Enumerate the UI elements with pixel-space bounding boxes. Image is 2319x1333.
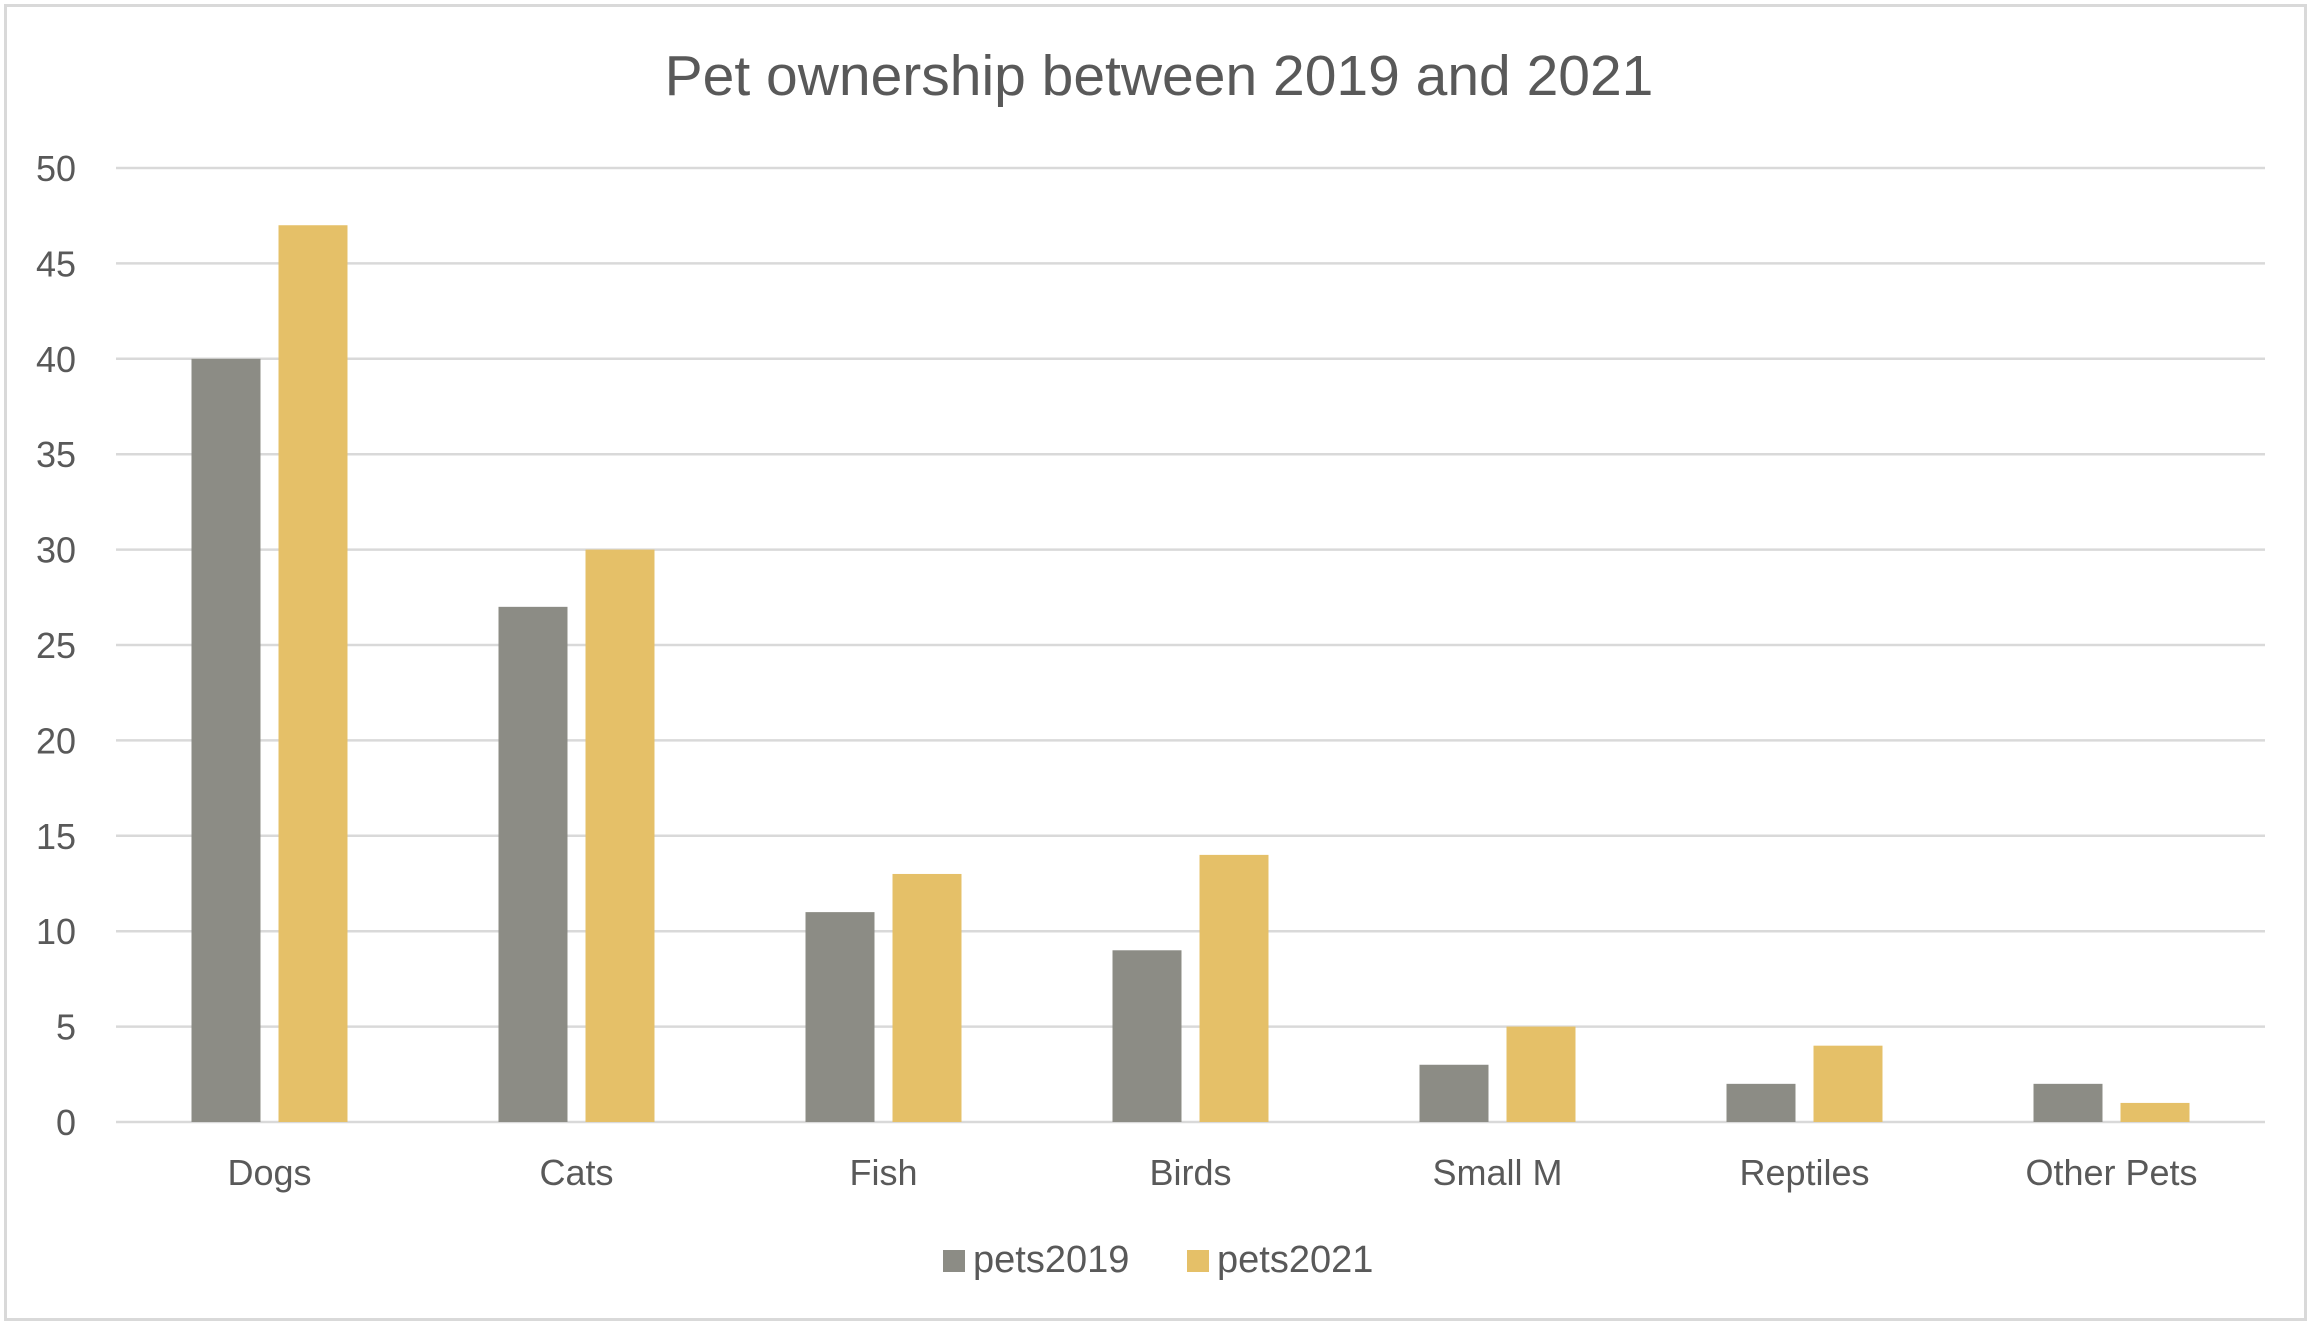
bar-pets2019-birds xyxy=(1112,950,1182,1122)
x-axis-ticks: Dogs Cats Fish Birds Small M Reptiles Other Pe… xyxy=(227,1152,2197,1193)
legend-swatch-pets2021 xyxy=(1187,1250,1209,1272)
bar-pets2019-cats xyxy=(498,606,568,1122)
y-tick-label: 40 xyxy=(36,339,76,380)
y-tick-label: 10 xyxy=(36,911,76,952)
bar-pets2021-small-m xyxy=(1506,1026,1576,1122)
gridlines xyxy=(116,166,2265,1124)
y-tick-label: 50 xyxy=(36,148,76,189)
bar-pets2021-dogs xyxy=(278,225,348,1123)
bar-pets2019-reptiles xyxy=(1726,1083,1796,1122)
x-tick-label: Dogs xyxy=(227,1152,311,1193)
bar-pets2021-reptiles xyxy=(1813,1045,1883,1122)
bar-pets2021-fish xyxy=(892,873,962,1122)
y-tick-label: 35 xyxy=(36,434,76,475)
chart-title: Pet ownership between 2019 and 2021 xyxy=(665,44,1654,108)
y-tick-label: 30 xyxy=(36,530,76,571)
legend-swatch-pets2019 xyxy=(943,1250,965,1272)
x-tick-label: Birds xyxy=(1149,1152,1231,1193)
y-axis-ticks: 0 5 10 15 20 25 30 35 40 45 50 xyxy=(36,148,76,1143)
bar-pets2021-other-pets xyxy=(2120,1102,2190,1122)
y-tick-label: 20 xyxy=(36,720,76,761)
x-tick-label: Fish xyxy=(849,1152,917,1193)
y-tick-label: 15 xyxy=(36,816,76,857)
y-tick-label: 0 xyxy=(56,1102,76,1143)
bars xyxy=(191,225,2190,1123)
x-tick-label: Small M xyxy=(1432,1152,1562,1193)
y-tick-label: 25 xyxy=(36,625,76,666)
bar-pets2019-dogs xyxy=(191,358,261,1122)
legend: pets2019 pets2021 xyxy=(943,1239,1373,1281)
legend-label-pets2021: pets2021 xyxy=(1217,1239,1373,1281)
bar-pets2019-small-m xyxy=(1419,1064,1489,1122)
legend-label-pets2019: pets2019 xyxy=(973,1239,1129,1281)
x-tick-label: Reptiles xyxy=(1739,1152,1869,1193)
bar-pets2019-other-pets xyxy=(2033,1083,2103,1122)
bar-pets2021-cats xyxy=(585,549,655,1122)
y-tick-label: 45 xyxy=(36,243,76,284)
bar-pets2019-fish xyxy=(805,912,875,1122)
y-tick-label: 5 xyxy=(56,1007,76,1048)
bar-pets2021-birds xyxy=(1199,854,1269,1122)
x-tick-label: Cats xyxy=(539,1152,613,1193)
x-tick-label: Other Pets xyxy=(2025,1152,2197,1193)
